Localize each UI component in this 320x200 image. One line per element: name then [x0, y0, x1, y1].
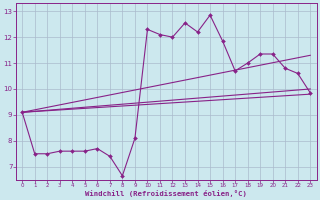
X-axis label: Windchill (Refroidissement éolien,°C): Windchill (Refroidissement éolien,°C) — [85, 190, 247, 197]
